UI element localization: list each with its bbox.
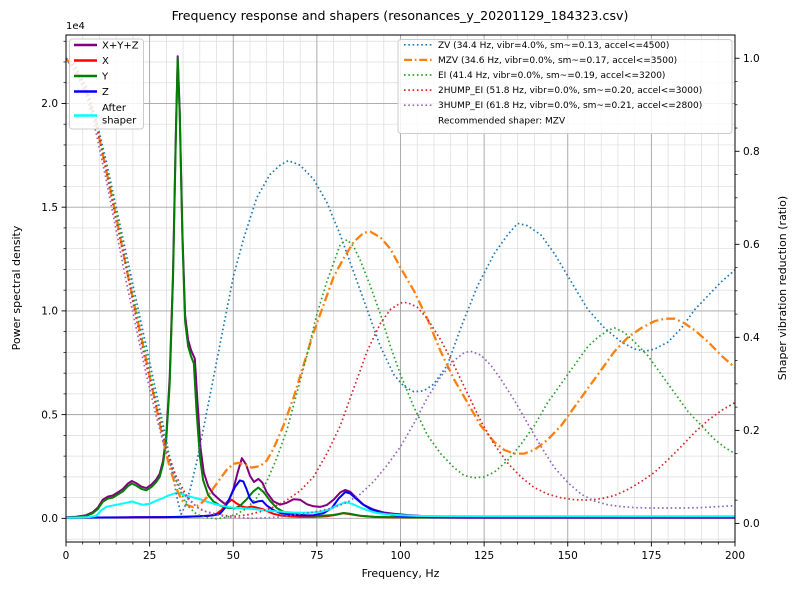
y-left-tick-label: 1.0 (41, 306, 58, 318)
y-axis-right-label: Shaper vibration reduction (ratio) (776, 196, 789, 380)
psd-line-x-y-z (65, 55, 735, 519)
y-right-tick-label: 0.2 (743, 425, 760, 437)
legend-psd-label: Y (101, 72, 109, 83)
legend-shaper-label: EI (41.4 Hz, vibr=0.0%, sm~=0.19, accel<… (438, 71, 665, 81)
x-tick-label: 150 (558, 550, 578, 562)
y-right-tick-label: 0.8 (743, 146, 760, 158)
legend-shapers: ZV (34.4 Hz, vibr=4.0%, sm~=0.13, accel<… (397, 39, 733, 134)
y-axis-left-label: Power spectral density (10, 225, 23, 350)
legend-psd-label: shaper (102, 116, 137, 127)
x-tick-label: 125 (474, 550, 494, 562)
x-tick-label: 75 (310, 550, 323, 562)
ticks: 0 25 50 75 100 125 150 175 200 0.0 0.5 1.0 1.5 2.0 0.0… (41, 40, 760, 562)
psd-line-y (65, 57, 735, 519)
y-left-tick-label: 2.0 (41, 98, 58, 110)
legend-psd-label: X+Y+Z (102, 41, 139, 52)
legend-psd-label: X (102, 56, 109, 67)
y-right-tick-label: 0.0 (743, 518, 760, 530)
legend-psd-label: Z (102, 87, 109, 98)
y-right-tick-label: 0.6 (743, 239, 760, 251)
y-left-tick-label: 1.5 (41, 202, 58, 214)
y-right-tick-label: 1.0 (743, 53, 760, 65)
y-right-tick-label: 0.4 (743, 332, 760, 344)
chart-title: Frequency response and shapers (resonanc… (172, 8, 629, 23)
x-tick-label: 100 (390, 550, 410, 562)
shaper-line-2hump_ei (65, 57, 736, 518)
y-left-tick-label: 0.5 (41, 409, 58, 421)
x-tick-label: 0 (63, 550, 70, 562)
psd-line-after-shaper (65, 491, 735, 519)
series-group (65, 55, 736, 520)
legend-shaper-label: 3HUMP_EI (61.8 Hz, vibr=0.0%, sm~=0.21, … (438, 101, 702, 111)
x-tick-label: 25 (143, 550, 156, 562)
shaper-line-mzv (65, 57, 736, 509)
legend-shaper-label: ZV (34.4 Hz, vibr=4.0%, sm~=0.13, accel<… (438, 41, 669, 51)
legend-psd: X+Y+Z XYZ After shaper (69, 38, 144, 130)
legend-shapers-box (397, 39, 733, 134)
shaper-line-3hump_ei (65, 57, 736, 520)
shaper-line-ei (65, 57, 736, 520)
y-left-tick-label: 0.0 (41, 513, 58, 525)
x-tick-label: 200 (725, 550, 745, 562)
legend-shaper-label: 2HUMP_EI (51.8 Hz, vibr=0.0%, sm~=0.20, … (438, 86, 702, 96)
x-tick-label: 175 (641, 550, 661, 562)
y-axis-offset-text: 1e4 (66, 21, 85, 32)
legend-shaper-label: MZV (34.6 Hz, vibr=0.0%, sm~=0.17, accel… (438, 56, 677, 66)
x-axis-label: Frequency, Hz (362, 567, 440, 580)
legend-recommended-note: Recommended shaper: MZV (438, 116, 566, 126)
x-tick-label: 50 (227, 550, 240, 562)
legend-psd-label: After (102, 103, 127, 114)
